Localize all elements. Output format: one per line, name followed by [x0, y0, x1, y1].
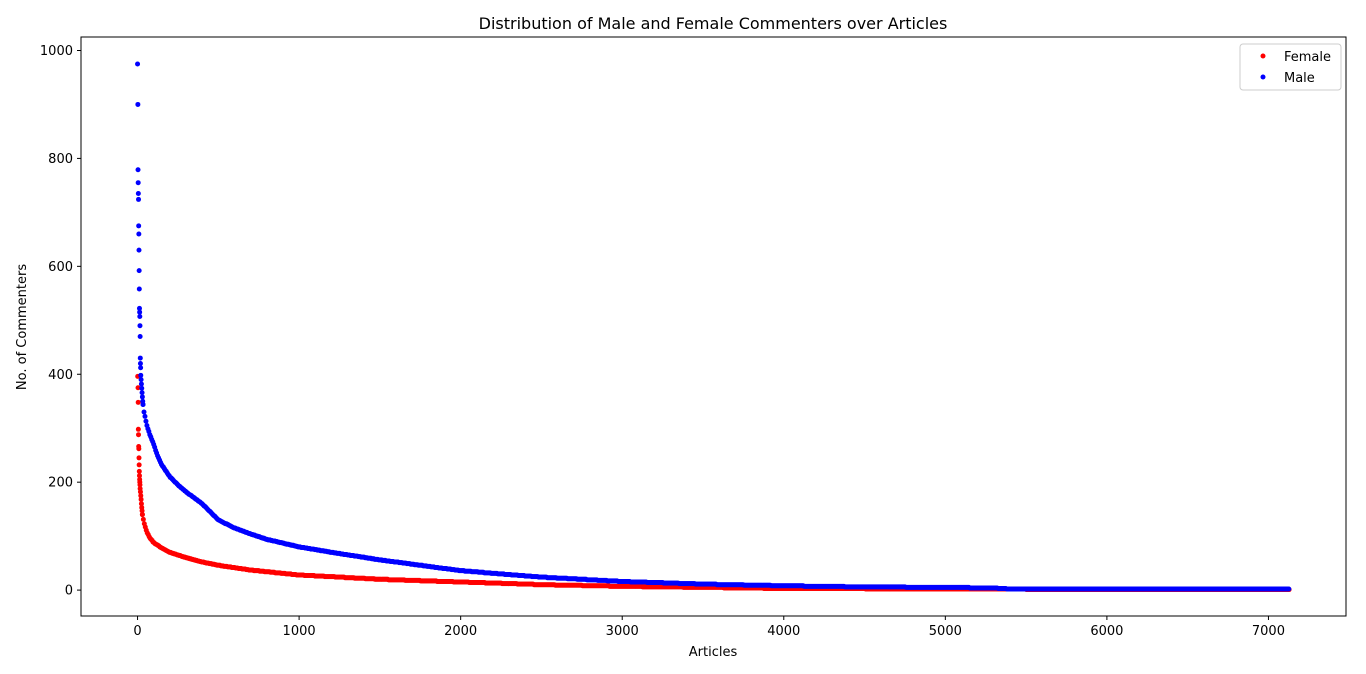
data-point [137, 355, 143, 361]
y-tick-label: 1000 [40, 44, 73, 59]
data-point [136, 268, 142, 274]
data-point [1286, 586, 1292, 592]
x-tick-label: 7000 [1252, 624, 1285, 639]
data-point [139, 508, 145, 514]
data-point [135, 190, 141, 196]
data-point [143, 418, 149, 424]
data-point [137, 323, 143, 329]
data-point [139, 385, 145, 391]
data-point [140, 516, 146, 522]
data-point [140, 401, 146, 407]
y-axis: 0 200 400 600 800 1000 [40, 44, 81, 599]
data-point [136, 432, 142, 438]
data-point [136, 231, 142, 237]
data-point [141, 409, 147, 415]
data-point [138, 496, 144, 502]
x-axis-label: Articles [689, 645, 738, 660]
legend-label-female: Female [1284, 50, 1331, 65]
x-tick-label: 0 [133, 624, 141, 639]
data-point [137, 360, 143, 366]
series-female [135, 373, 1292, 593]
x-tick-label: 1000 [283, 624, 316, 639]
series-layer [135, 61, 1292, 593]
y-tick-label: 400 [48, 368, 73, 383]
x-tick-label: 2000 [444, 624, 477, 639]
data-point [136, 468, 142, 474]
legend-marker-male [1260, 74, 1266, 80]
data-point [136, 473, 142, 479]
x-tick-label: 6000 [1090, 624, 1123, 639]
data-point [138, 501, 144, 507]
y-tick-label: 200 [48, 476, 73, 491]
data-point [137, 482, 143, 488]
data-point [137, 309, 143, 315]
data-point [136, 462, 142, 468]
data-point [138, 493, 144, 499]
data-point [138, 381, 144, 387]
y-tick-label: 600 [48, 260, 73, 275]
y-axis-label: No. of Commenters [15, 264, 30, 390]
data-point [136, 455, 142, 461]
data-point [137, 333, 143, 339]
y-tick-label: 0 [65, 584, 73, 599]
data-point [136, 247, 142, 253]
legend-label-male: Male [1284, 71, 1315, 86]
legend-marker-female [1260, 53, 1266, 59]
data-point [135, 61, 141, 67]
data-point [136, 223, 142, 229]
data-point [136, 446, 142, 452]
data-point [136, 286, 142, 292]
data-point [135, 101, 141, 107]
data-point [139, 390, 145, 396]
data-point [136, 305, 142, 311]
data-point [136, 196, 142, 202]
x-axis: 0 1000 2000 3000 4000 5000 6000 7000 [133, 616, 1285, 639]
data-point [138, 377, 144, 383]
x-tick-label: 3000 [606, 624, 639, 639]
data-point [139, 394, 145, 400]
legend: Female Male [1239, 43, 1342, 91]
y-tick-label: 800 [48, 152, 73, 167]
data-point [139, 512, 145, 518]
data-point [135, 426, 141, 432]
data-point [138, 365, 144, 371]
data-point [135, 180, 141, 186]
x-tick-label: 4000 [767, 624, 800, 639]
series-male [135, 61, 1292, 592]
data-point [137, 314, 143, 320]
data-point [142, 413, 148, 419]
chart-title: Distribution of Male and Female Commente… [479, 14, 948, 33]
data-point [137, 489, 143, 495]
x-tick-label: 5000 [929, 624, 962, 639]
data-point [135, 385, 141, 391]
data-point [138, 372, 144, 378]
data-point [135, 399, 141, 405]
plot-frame [80, 36, 1347, 617]
data-point [135, 167, 141, 173]
